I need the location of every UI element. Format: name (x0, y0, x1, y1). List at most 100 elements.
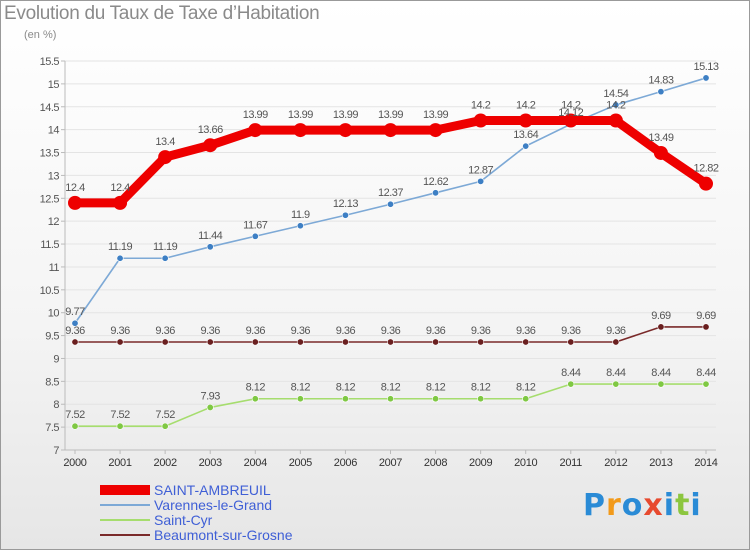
logo-letter: P (583, 488, 606, 523)
data-label: 9.69 (696, 310, 716, 322)
data-label: 13.99 (288, 109, 313, 121)
data-label: 12.37 (378, 187, 403, 199)
data-label: 11.9 (291, 209, 310, 221)
legend-swatch (100, 519, 150, 521)
data-point (522, 338, 530, 346)
y-tick-label: 9.5 (45, 331, 59, 343)
data-label: 14.54 (603, 88, 628, 100)
legend-swatch (100, 485, 150, 495)
data-point (386, 338, 394, 346)
data-point (702, 323, 710, 331)
y-tick-label: 7 (53, 445, 59, 457)
x-tick-label: 2014 (694, 457, 717, 469)
data-label: 9.36 (516, 325, 536, 337)
data-point (699, 176, 713, 191)
x-tick-label: 2005 (289, 457, 312, 469)
data-point (567, 380, 575, 388)
data-point (116, 254, 124, 262)
data-point (296, 395, 304, 403)
data-label: 7.52 (110, 409, 130, 421)
data-label: 8.12 (291, 382, 311, 394)
data-label: 8.44 (606, 367, 626, 379)
data-point (248, 123, 263, 138)
data-label: 11.19 (108, 241, 133, 253)
data-label: 11.19 (153, 241, 178, 253)
data-point (206, 338, 214, 346)
data-label: 14.12 (558, 107, 583, 119)
data-point (428, 123, 443, 138)
y-tick-label: 7.5 (45, 422, 59, 434)
data-point (296, 222, 304, 230)
data-label: 8.44 (696, 367, 716, 379)
data-label: 8.12 (381, 382, 401, 394)
legend-label: SAINT-AMBREUIL (154, 482, 271, 498)
proxiti-logo: Proxiti (583, 488, 702, 523)
logo-letter: i (690, 488, 702, 523)
legend-swatch (100, 534, 150, 536)
data-label: 14.83 (648, 75, 673, 87)
data-label: 13.66 (198, 124, 223, 136)
x-tick-label: 2007 (379, 457, 402, 469)
legend-label: Saint-Cyr (154, 512, 213, 528)
logo-letter: o (621, 488, 644, 523)
data-label: 9.36 (155, 325, 175, 337)
data-label: 11.67 (243, 219, 268, 231)
logo-letter: i (663, 488, 676, 523)
y-tick-label: 10.5 (40, 285, 60, 297)
data-point (608, 113, 623, 128)
x-tick-label: 2004 (244, 457, 267, 469)
y-tick-label: 15.5 (40, 56, 60, 68)
data-point (563, 113, 578, 128)
data-point (702, 380, 710, 388)
data-point (341, 395, 349, 403)
data-label: 9.36 (201, 325, 221, 337)
data-point (158, 150, 173, 165)
data-point (657, 88, 665, 96)
data-label: 9.36 (110, 325, 130, 337)
data-label: 9.77 (65, 306, 85, 318)
x-tick-label: 2008 (424, 457, 447, 469)
data-point (71, 319, 79, 327)
legend-label: Varennes-le-Grand (154, 497, 273, 513)
data-label: 12.62 (423, 176, 448, 188)
data-label: 12.13 (333, 198, 358, 210)
data-label: 9.36 (606, 325, 626, 337)
x-tick-label: 2003 (199, 457, 222, 469)
data-label: 13.64 (513, 129, 538, 141)
data-point (116, 422, 124, 430)
data-label: 12.82 (693, 163, 718, 175)
data-label: 13.99 (423, 109, 448, 121)
data-point (383, 123, 398, 138)
legend-swatch (100, 504, 150, 506)
data-point (477, 177, 485, 185)
x-tick-label: 2009 (469, 457, 492, 469)
x-tick-label: 2006 (334, 457, 357, 469)
data-point (68, 195, 82, 210)
x-tick-label: 2013 (649, 457, 672, 469)
data-point (251, 232, 259, 240)
y-tick-label: 12 (48, 216, 60, 228)
y-tick-label: 8 (53, 399, 59, 411)
chart-title: Evolution du Taux de Taxe d’Habitation (4, 3, 320, 24)
x-tick-label: 2011 (560, 457, 583, 469)
data-label: 13.4 (155, 136, 175, 148)
data-point (161, 338, 169, 346)
data-point (386, 200, 394, 208)
data-point (473, 113, 488, 128)
data-point (116, 338, 124, 346)
data-label: 7.93 (201, 390, 221, 402)
logo-letter: r (606, 488, 622, 523)
y-tick-label: 13.5 (40, 148, 60, 160)
y-tick-label: 15 (48, 79, 60, 91)
data-label: 9.36 (246, 325, 266, 337)
data-label: 13.99 (378, 109, 403, 121)
data-point (432, 338, 440, 346)
data-point (71, 338, 79, 346)
y-tick-label: 10 (48, 308, 60, 320)
data-label: 8.44 (651, 367, 671, 379)
y-tick-label: 12.5 (40, 193, 60, 205)
data-label: 12.4 (110, 182, 130, 194)
y-tick-label: 14.5 (40, 102, 60, 114)
